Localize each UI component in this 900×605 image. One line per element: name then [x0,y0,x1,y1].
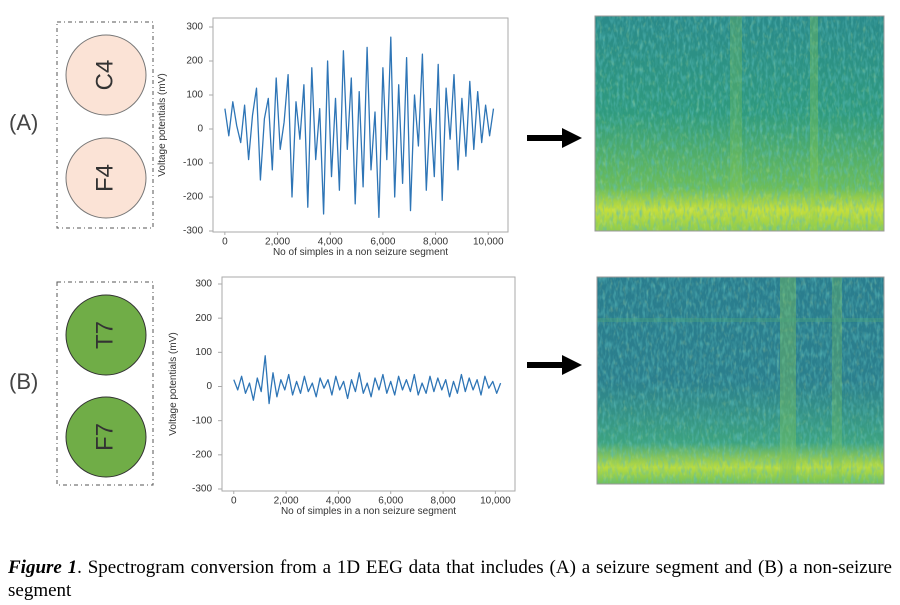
y-tick-label: 100 [186,90,203,101]
figure: C4 F4 (A) T7 F7 (B) 300 200 100 0 -100 -200 -3… [9,15,885,517]
y-tick-label: -100 [192,415,212,426]
plot-frame [221,276,516,492]
x-tick-label: 2,000 [274,496,299,507]
x-tick-label: 0 [222,237,228,248]
electrode-box [56,21,154,229]
x-tick-label: 0 [231,496,237,507]
electrode [65,294,147,376]
x-tick-label: 2,000 [265,237,290,248]
caption-text: . Spectrogram conversion from a 1D EEG d… [8,557,892,601]
y-tick-label: 300 [195,279,212,290]
x-tick-label: 4,000 [326,496,351,507]
arrow [527,128,582,148]
signal-line [224,36,495,219]
y-tick-label: -100 [183,158,203,169]
x-axis-label: No of simples in a non seizure segment [273,247,448,258]
spectrogram [596,276,885,485]
electrode [65,34,147,116]
x-tick-label: 8,000 [423,237,448,248]
x-tick-label: 8,000 [431,496,456,507]
y-axis-label: Voltage potentials (mV) [157,73,168,176]
y-tick-label: -200 [192,449,212,460]
x-tick-label: 6,000 [370,237,395,248]
spectrogram [594,15,885,232]
chart: 300 200 100 0 -100 -200 -300 0 2,000 4,000 6,000 8,… [168,276,516,517]
electrode [65,137,147,219]
caption: Figure 1. Spectrogram conversion from a … [8,556,892,602]
electrode-label: T7 [91,321,118,349]
y-tick-label: 200 [186,56,203,67]
plot-frame [212,17,509,233]
x-tick-label: 6,000 [378,496,403,507]
y-tick-label: 0 [206,381,212,392]
chart: 300 200 100 0 -100 -200 -300 0 2,000 4,000 6,000 8,… [157,17,509,258]
y-tick-label: -200 [183,192,203,203]
electrode-label: F7 [91,423,118,451]
electrode-label: F4 [91,164,118,192]
y-tick-label: 0 [197,124,203,135]
x-tick-label: 10,000 [473,237,504,248]
electrode-box [56,281,154,486]
electrode [65,396,147,478]
panel-label: (B) [9,369,38,394]
panel-label: (A) [9,110,38,135]
y-tick-label: -300 [183,226,203,237]
x-tick-label: 10,000 [480,496,511,507]
signal-line [233,355,502,405]
electrode-label: C4 [91,60,118,91]
y-axis-label: Voltage potentials (mV) [168,332,179,435]
x-axis-label: No of simples in a non seizure segment [281,506,456,517]
arrow [527,355,582,375]
x-tick-label: 4,000 [318,237,343,248]
caption-label: Figure 1 [8,557,78,578]
y-tick-label: 100 [195,347,212,358]
y-tick-label: 200 [195,313,212,324]
y-tick-label: -300 [192,484,212,495]
y-tick-label: 300 [186,22,203,33]
